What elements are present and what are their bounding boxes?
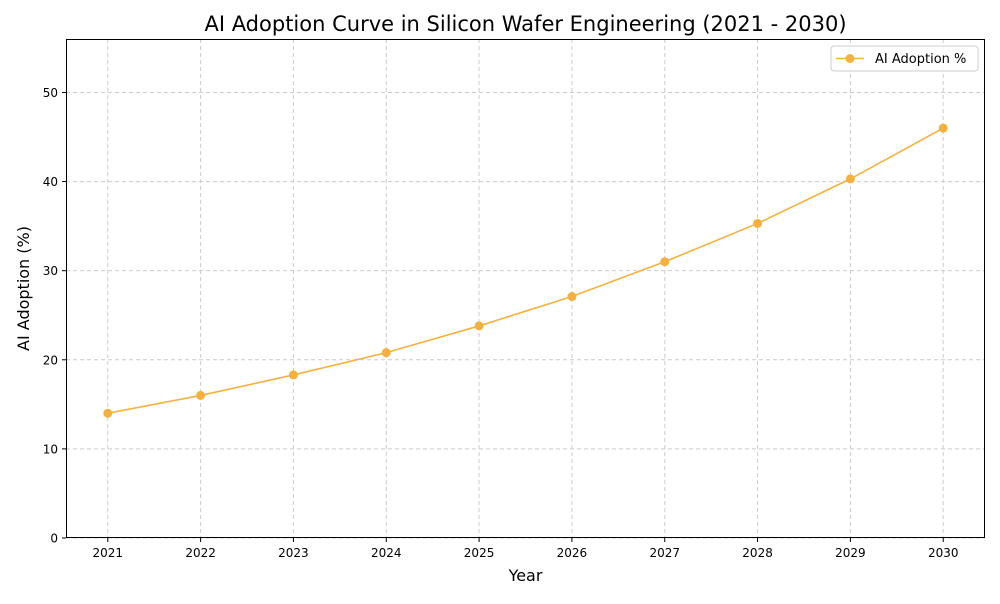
data-point (474, 321, 484, 331)
y-axis-ticks: 0 10 20 30 40 50 (43, 86, 66, 546)
y-tick-label: 20 (43, 353, 58, 367)
series-line (107, 127, 944, 415)
x-tick-label: 2022 (185, 546, 216, 560)
data-point (196, 390, 206, 400)
data-point (381, 348, 391, 358)
grid (66, 39, 985, 539)
legend: AI Adoption % (830, 45, 979, 72)
data-point (288, 370, 298, 380)
data-point (567, 292, 577, 302)
x-axis-ticks: 2021 2022 2023 2024 2025 2026 2027 2028 2029 2030 (92, 538, 959, 560)
x-tick-label: 2029 (835, 546, 866, 560)
series-layer (103, 123, 948, 418)
data-point (753, 218, 763, 228)
x-tick-label: 2026 (557, 546, 588, 560)
plot-frame (66, 39, 985, 538)
data-point (938, 123, 948, 133)
x-tick-label: 2027 (649, 546, 680, 560)
x-axis-label: Year (508, 566, 543, 585)
y-tick-label: 0 (50, 532, 58, 546)
y-tick-label: 10 (43, 442, 58, 456)
x-tick-label: 2025 (464, 546, 495, 560)
legend-box (830, 45, 979, 72)
chart-title: AI Adoption Curve in Silicon Wafer Engin… (204, 12, 846, 36)
x-tick-label: 2030 (928, 546, 959, 560)
data-point (660, 257, 670, 267)
y-tick-label: 30 (43, 264, 58, 278)
x-tick-label: 2023 (278, 546, 309, 560)
data-point (103, 408, 113, 418)
data-point (845, 174, 855, 184)
x-tick-label: 2021 (92, 546, 123, 560)
x-tick-label: 2028 (742, 546, 773, 560)
legend-label: AI Adoption % (875, 52, 966, 67)
x-tick-label: 2024 (371, 546, 402, 560)
legend-marker-swatch (845, 54, 855, 63)
y-tick-label: 50 (43, 86, 58, 100)
y-tick-label: 40 (43, 175, 58, 189)
y-axis-label: AI Adoption (%) (14, 226, 33, 351)
